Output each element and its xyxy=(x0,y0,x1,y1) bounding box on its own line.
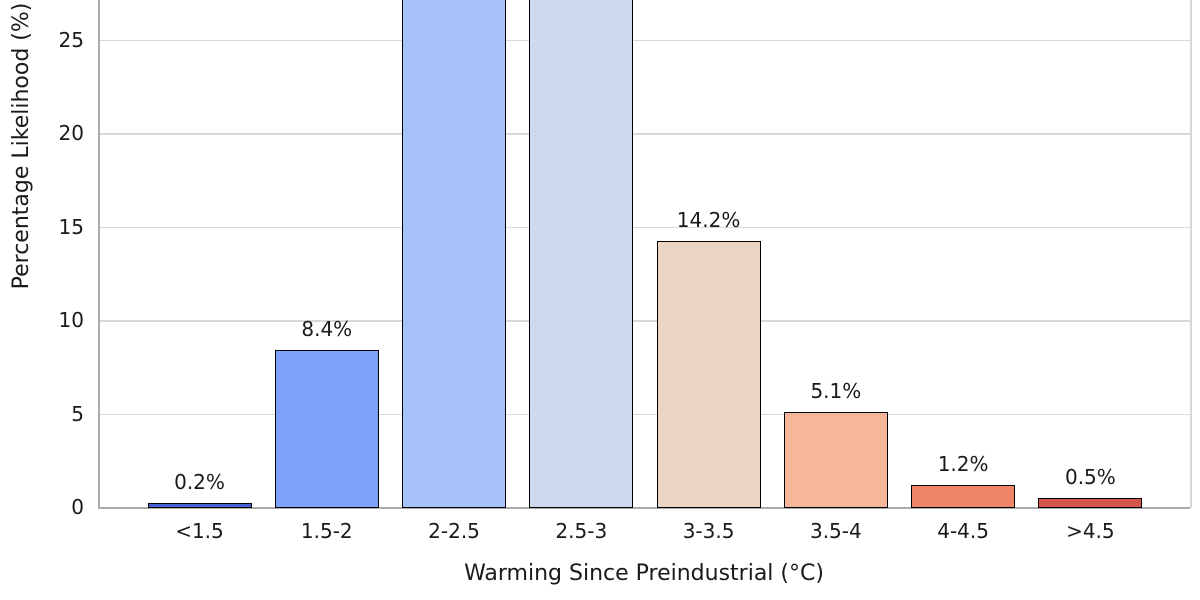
y-tick-label: 20 xyxy=(58,121,84,145)
bar-value-label: 5.1% xyxy=(810,378,862,403)
x-tick-label: 3-3.5 xyxy=(682,519,735,543)
y-tick-label: 25 xyxy=(58,27,84,52)
bar-value-label: 14.2% xyxy=(676,208,741,233)
bar-value-label: 0.5% xyxy=(1064,464,1116,489)
bar xyxy=(529,0,634,508)
bar xyxy=(402,0,507,508)
x-axis-title: Warming Since Preindustrial (°C) xyxy=(464,561,824,586)
right-spine xyxy=(1190,0,1192,508)
y-gridline xyxy=(98,320,1190,322)
y-gridline xyxy=(98,133,1190,135)
bar-value-label: 8.4% xyxy=(301,316,353,341)
y-tick-label: 5 xyxy=(71,401,84,426)
y-tick-label: 15 xyxy=(58,214,84,239)
bar xyxy=(783,411,888,508)
x-tick-label: >4.5 xyxy=(1066,519,1115,543)
bar-value-label: 0.2% xyxy=(174,470,225,495)
bar xyxy=(274,349,379,508)
bar xyxy=(911,484,1016,508)
bar xyxy=(656,241,761,508)
x-tick-label: 4-4.5 xyxy=(937,519,989,543)
y-gridline xyxy=(98,413,1190,415)
x-tick-label: 2.5-3 xyxy=(555,519,608,543)
y-tick-label: 10 xyxy=(58,308,84,332)
x-tick-label: 3.5-4 xyxy=(809,519,862,543)
y-tick-label: 0 xyxy=(71,495,84,519)
y-gridline xyxy=(98,39,1190,41)
x-tick-label: 2-2.5 xyxy=(428,519,480,543)
y-gridline xyxy=(98,226,1190,228)
x-axis-spine xyxy=(98,507,1190,509)
bar xyxy=(1038,497,1143,508)
x-tick-label: 1.5-2 xyxy=(300,519,353,543)
bar xyxy=(147,503,252,508)
x-tick-label: <1.5 xyxy=(175,519,224,543)
y-axis-spine xyxy=(98,0,100,508)
bar-value-label: 1.2% xyxy=(937,451,989,476)
